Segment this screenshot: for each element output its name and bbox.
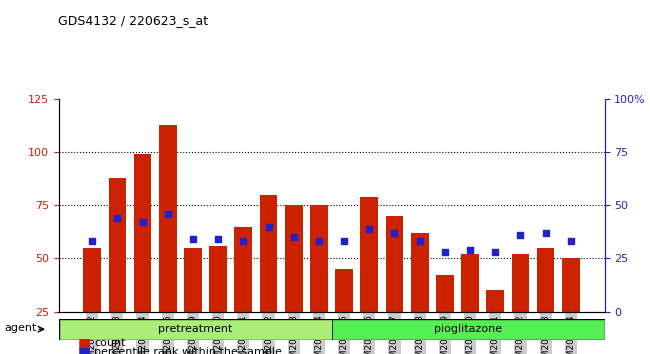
Bar: [209, 246, 227, 354]
Point: [289, 234, 299, 240]
Bar: [285, 205, 302, 354]
Bar: [235, 227, 252, 354]
Point: [87, 239, 98, 244]
Text: agent: agent: [5, 323, 37, 333]
Bar: [385, 216, 403, 354]
Bar: [83, 248, 101, 354]
Point: [162, 211, 173, 217]
Point: [188, 236, 198, 242]
Bar: [562, 258, 580, 354]
Point: [112, 215, 123, 221]
Bar: [260, 195, 278, 354]
Bar: [58, 319, 332, 340]
Point: [137, 219, 148, 225]
Point: [364, 226, 374, 232]
Point: [566, 239, 576, 244]
Bar: [310, 205, 328, 354]
Bar: [335, 269, 353, 354]
Bar: [436, 275, 454, 354]
Point: [540, 230, 551, 236]
Bar: [109, 178, 126, 354]
Point: [490, 249, 501, 255]
Point: [263, 224, 274, 229]
Point: [415, 239, 425, 244]
Bar: [159, 125, 177, 354]
Bar: [512, 254, 529, 354]
Text: count: count: [94, 338, 125, 348]
Bar: [361, 197, 378, 354]
Text: percentile rank within the sample: percentile rank within the sample: [94, 347, 282, 354]
Bar: [332, 319, 604, 340]
Point: [439, 249, 450, 255]
Point: [213, 236, 224, 242]
Point: [465, 247, 475, 253]
Text: pioglitazone: pioglitazone: [434, 324, 502, 334]
Point: [515, 232, 526, 238]
Bar: [486, 290, 504, 354]
Text: ■: ■: [78, 336, 91, 350]
Text: GDS4132 / 220623_s_at: GDS4132 / 220623_s_at: [58, 14, 209, 27]
Bar: [134, 154, 151, 354]
Bar: [411, 233, 428, 354]
Bar: [537, 248, 554, 354]
Text: ■: ■: [78, 345, 91, 354]
Text: pretreatment: pretreatment: [158, 324, 232, 334]
Point: [238, 239, 248, 244]
Bar: [184, 248, 202, 354]
Point: [389, 230, 400, 236]
Bar: [462, 254, 479, 354]
Point: [314, 239, 324, 244]
Point: [339, 239, 349, 244]
